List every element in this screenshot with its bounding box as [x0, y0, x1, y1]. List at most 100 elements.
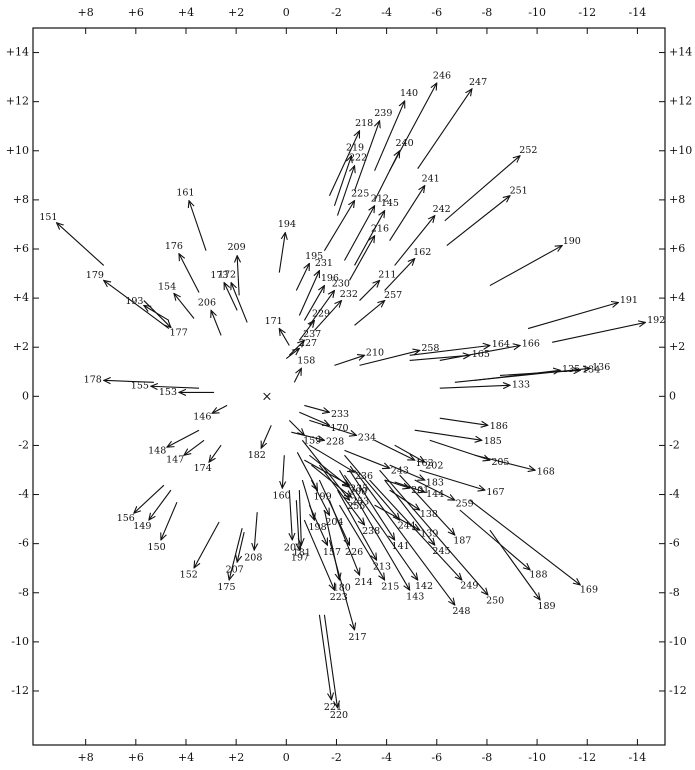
- vector-label: 207: [226, 564, 244, 575]
- vector-label: 218: [355, 118, 373, 129]
- vector-label: 250: [486, 596, 504, 607]
- x-tick-label: +4: [178, 6, 194, 19]
- x-tick-label: -6: [431, 751, 442, 764]
- vector-arrow: [474, 454, 535, 470]
- vector-arrow: [104, 380, 154, 382]
- vector-arrow: [374, 151, 400, 201]
- vector-arrow: [419, 469, 485, 490]
- y-tick-label: -6: [18, 537, 29, 550]
- vector-label: 147: [166, 455, 184, 466]
- y-tick-label: +10: [6, 144, 29, 157]
- vector-arrow: [459, 509, 530, 570]
- vector-arrow: [278, 233, 285, 273]
- vector-arrow: [394, 216, 435, 266]
- vector-label: 231: [315, 258, 333, 269]
- vector-label: 215: [381, 581, 399, 592]
- vector-label: 234: [358, 432, 376, 443]
- x-tick-label: +6: [128, 6, 144, 19]
- vector-label: 227: [299, 338, 317, 349]
- vector-label: 189: [537, 601, 555, 612]
- vector-arrow: [328, 539, 354, 630]
- vector-label: 204: [325, 517, 343, 528]
- vector-arrow: [354, 301, 385, 326]
- y-tick-label: +12: [6, 95, 29, 108]
- vector-label: 245: [432, 546, 450, 557]
- vector-label: 206: [198, 297, 216, 308]
- x-tick-label: -4: [381, 751, 392, 764]
- vector-label: 171: [265, 316, 283, 327]
- vector-arrow: [384, 479, 410, 488]
- vector-label: 230: [332, 278, 350, 289]
- vector-arrow: [384, 479, 435, 545]
- vector-label: 216: [371, 223, 389, 234]
- vector-arrow: [298, 320, 314, 341]
- y-tick-label: +8: [669, 193, 685, 206]
- vector-label: 236: [355, 471, 373, 482]
- vector-arrow: [359, 350, 420, 366]
- vector-arrow: [439, 417, 488, 425]
- vector-label: 249: [460, 580, 478, 591]
- vector-label: 143: [406, 591, 424, 602]
- vector-label: 180: [333, 582, 351, 593]
- vector-arrow: [279, 329, 290, 346]
- vector-label: 145: [381, 198, 399, 209]
- vector-arrow: [143, 300, 171, 328]
- y-tick-label: -2: [669, 438, 680, 451]
- vector-arrow: [318, 614, 331, 700]
- y-tick-label: +14: [6, 46, 29, 59]
- vector-arrow: [304, 404, 329, 412]
- vector-arrow: [394, 481, 425, 492]
- vector-label: 140: [400, 88, 418, 99]
- vector-arrow: [309, 419, 356, 435]
- vector-label: 235: [350, 484, 368, 495]
- vector-label: 148: [148, 445, 166, 456]
- vector-arrow: [446, 196, 510, 246]
- vector-arrow: [417, 89, 472, 170]
- origin-cross: ×: [262, 390, 273, 405]
- vector-arrow: [349, 469, 395, 540]
- vector-arrow: [134, 484, 165, 513]
- vector-label: 178: [84, 375, 102, 386]
- vector-label: 156: [117, 513, 135, 524]
- vector-label: 221: [324, 702, 342, 713]
- vector-arrow: [414, 429, 482, 440]
- vector-arrow: [444, 156, 520, 222]
- vector-label: 169: [580, 584, 598, 595]
- vector-arrow: [299, 490, 301, 545]
- vector-label: 161: [176, 188, 194, 199]
- vector-arrow: [254, 512, 257, 550]
- vector-arrow: [336, 489, 376, 560]
- vector-label: 170: [330, 423, 348, 434]
- vector-label: 203: [284, 542, 302, 553]
- vector-label: 194: [278, 219, 296, 230]
- vector-arrow: [359, 280, 380, 301]
- x-tick-label: +6: [128, 751, 144, 764]
- x-tick-label: -14: [629, 751, 647, 764]
- vector-label: 242: [433, 204, 451, 215]
- vector-arrow: [489, 529, 540, 600]
- vector-label: 259: [456, 498, 474, 509]
- vector-arrow: [184, 439, 205, 455]
- vector-label: 214: [355, 577, 373, 588]
- vector-label: 257: [384, 290, 402, 301]
- vector-arrow: [374, 101, 405, 171]
- vector-label: 195: [305, 251, 323, 262]
- vector-arrow: [338, 504, 384, 580]
- vector-label: 244: [398, 521, 416, 532]
- vector-label: 151: [39, 212, 57, 223]
- vector-arrow: [527, 303, 618, 330]
- y-tick-label: +10: [669, 144, 692, 157]
- vector-arrow: [212, 404, 228, 413]
- vector-label: 139: [420, 529, 438, 540]
- vector-label: 172: [218, 270, 236, 281]
- vector-arrow: [151, 386, 200, 388]
- vector-label: 229: [312, 309, 330, 320]
- vector-arrow: [229, 528, 243, 580]
- x-tick-label: -12: [578, 751, 596, 764]
- vector-label: 186: [490, 421, 508, 432]
- vector-label: 192: [647, 315, 665, 326]
- x-tick-label: -14: [629, 6, 647, 19]
- vector-label: 166: [522, 339, 540, 350]
